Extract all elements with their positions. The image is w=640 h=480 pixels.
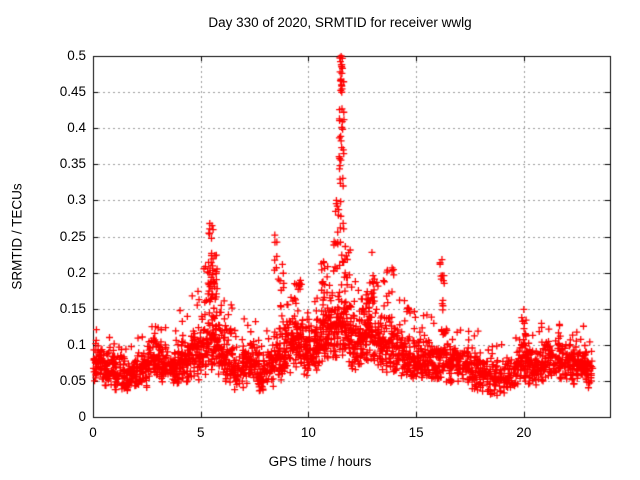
x-tick-label: 0 bbox=[89, 425, 97, 440]
y-tick-label: 0.5 bbox=[67, 48, 86, 63]
y-tick-label: 0.1 bbox=[67, 336, 86, 352]
y-tick-label: 0.2 bbox=[67, 264, 86, 280]
x-tick-label: 20 bbox=[516, 425, 532, 440]
x-tick-label: 15 bbox=[408, 425, 424, 440]
x-tick-label: 10 bbox=[300, 425, 316, 440]
y-tick-label: 0.25 bbox=[59, 228, 86, 244]
y-tick-label: 0.15 bbox=[59, 300, 86, 316]
y-tick-label: 0.45 bbox=[59, 84, 86, 100]
y-tick-label: 0 bbox=[78, 409, 86, 424]
y-tick-label: 0.3 bbox=[67, 192, 86, 208]
chart-title: Day 330 of 2020, SRMTID for receiver wwl… bbox=[208, 15, 472, 30]
y-tick-label: 0.4 bbox=[67, 120, 86, 136]
y-tick-label: 0.05 bbox=[59, 372, 86, 388]
y-tick-label: 0.35 bbox=[59, 156, 86, 172]
x-tick-label: 5 bbox=[196, 425, 205, 440]
x-axis-label: GPS time / hours bbox=[268, 454, 372, 469]
